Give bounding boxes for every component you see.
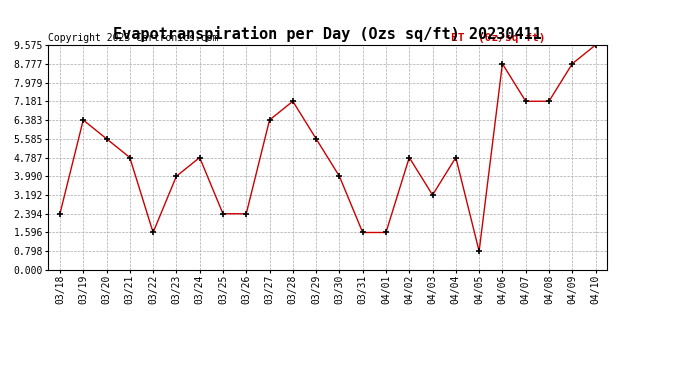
Text: ET  (0z/sq ft): ET (0z/sq ft) [451, 33, 545, 43]
Text: Copyright 2023 Cartronics.com: Copyright 2023 Cartronics.com [48, 33, 219, 43]
Title: Evapotranspiration per Day (Ozs sq/ft) 20230411: Evapotranspiration per Day (Ozs sq/ft) 2… [113, 27, 542, 42]
